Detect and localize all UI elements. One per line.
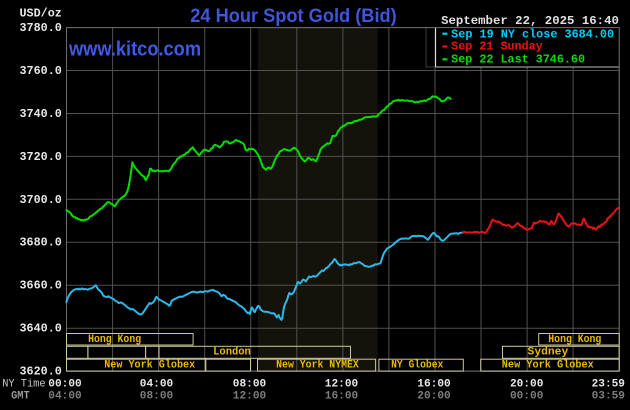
svg-text:3700.0: 3700.0	[20, 193, 62, 207]
svg-text:NY Time: NY Time	[2, 379, 46, 391]
svg-text:NY Globex: NY Globex	[391, 360, 444, 372]
svg-text:04:00: 04:00	[140, 379, 174, 391]
svg-text:USD/oz: USD/oz	[20, 7, 62, 21]
svg-text:New York Globex: New York Globex	[502, 360, 595, 372]
svg-text:04:00: 04:00	[48, 391, 82, 403]
svg-text:3680.0: 3680.0	[20, 236, 62, 250]
svg-text:20:00: 20:00	[417, 391, 451, 403]
svg-text:3660.0: 3660.0	[20, 279, 62, 293]
svg-text:16:00: 16:00	[325, 391, 359, 403]
svg-text:3640.0: 3640.0	[20, 322, 62, 336]
svg-text:3620.0: 3620.0	[20, 365, 62, 379]
svg-text:Sep 22 Last 3746.60: Sep 22 Last 3746.60	[451, 52, 585, 66]
svg-text:Sydney: Sydney	[528, 347, 569, 359]
svg-text:Hong Kong: Hong Kong	[88, 334, 141, 346]
svg-text:Sep 21 Sunday: Sep 21 Sunday	[451, 40, 543, 54]
svg-text:16:00: 16:00	[417, 379, 451, 391]
svg-text:London: London	[213, 347, 251, 359]
svg-text:20:00: 20:00	[510, 379, 544, 391]
svg-text:3720.0: 3720.0	[20, 150, 62, 164]
svg-text:www.kitco.com: www.kitco.com	[68, 38, 201, 60]
svg-text:03:59: 03:59	[592, 391, 626, 403]
svg-text:3780.0: 3780.0	[20, 21, 62, 35]
svg-text:00:00: 00:00	[48, 379, 82, 391]
svg-text:3740.0: 3740.0	[20, 107, 62, 121]
svg-text:3760.0: 3760.0	[20, 64, 62, 78]
svg-text:00:00: 00:00	[510, 391, 544, 403]
svg-text:08:00: 08:00	[140, 391, 174, 403]
svg-text:23:59: 23:59	[592, 379, 626, 391]
svg-text:12:00: 12:00	[233, 391, 267, 403]
svg-text:GMT: GMT	[11, 391, 30, 403]
svg-text:Hong Kong: Hong Kong	[548, 334, 601, 346]
svg-text:08:00: 08:00	[233, 379, 267, 391]
svg-text:12:00: 12:00	[325, 379, 359, 391]
svg-text:New York NYMEX: New York NYMEX	[276, 360, 359, 372]
svg-text:Sep 19 NY close 3684.00: Sep 19 NY close 3684.00	[451, 27, 614, 41]
svg-text:New York Globex: New York Globex	[104, 360, 196, 372]
svg-text:September 22, 2025 16:40: September 22, 2025 16:40	[441, 14, 619, 28]
svg-text:24 Hour Spot Gold (Bid): 24 Hour Spot Gold (Bid)	[190, 6, 396, 27]
